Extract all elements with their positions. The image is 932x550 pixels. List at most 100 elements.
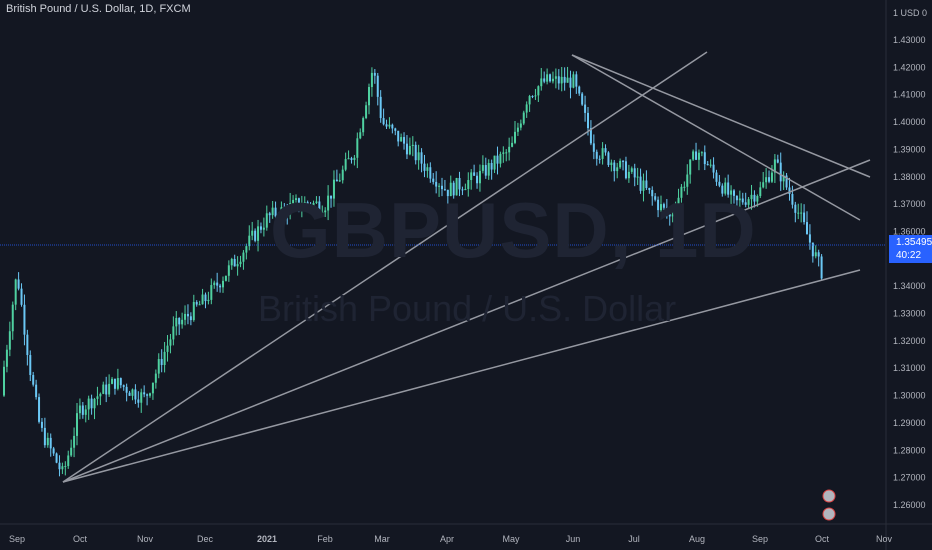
candle-body [163,351,166,366]
candle-body [461,189,464,191]
candle-body [295,198,297,200]
candle-body [388,124,391,127]
candle-body [359,132,362,139]
candle-body [575,74,578,87]
candle-body [350,158,353,161]
candle-body [490,163,493,170]
time-tick-label: Oct [815,534,830,544]
candle-body [733,190,735,196]
candle-body [151,382,154,394]
candle-body [17,279,20,289]
candle-body [330,195,333,199]
candle-body [111,378,114,384]
candle-body [216,282,219,286]
candle-body [14,279,17,305]
time-tick-label: Sep [9,534,25,544]
price-tick-label: 1.27000 [893,473,926,483]
time-tick-label: Feb [317,534,333,544]
candle-body [715,172,718,182]
trendline [571,54,861,221]
candle-body [756,195,759,202]
candle-body [797,212,800,214]
price-tick-label: 1.36000 [893,226,926,236]
candle-body [773,159,776,173]
candle-body [236,264,239,267]
candle-body [478,170,481,184]
candle-body [435,181,438,187]
candle-body [522,112,525,124]
candle-body [172,326,175,340]
candle-body [309,204,312,208]
candle-body [703,152,706,165]
candle-body [405,143,408,155]
candle-body [738,198,741,201]
candle-body [782,175,785,182]
candle-body [441,185,443,190]
time-tick-label: Jun [566,534,581,544]
candle-body [143,392,146,395]
trendline [62,159,871,483]
candle-body [90,398,93,409]
candle-body [718,181,721,186]
candle-body [315,201,318,203]
price-tick-label: 1.40000 [893,117,926,127]
candle-body [519,123,522,128]
candle-body [537,86,540,96]
candle-body [289,203,292,215]
candle-body [280,207,283,219]
candle-body [20,288,23,305]
candle-body [697,152,700,160]
chart-title[interactable]: British Pound / U.S. Dollar, 1D, FXCM [6,3,191,15]
candle-body [368,87,370,106]
candle-body [508,146,511,153]
candle-body [800,212,803,214]
candle-body [484,165,487,176]
candle-body [125,386,128,393]
candle-body [560,76,563,84]
candle-body [531,96,534,98]
price-tick-label: 1.33000 [893,309,926,319]
time-tick-label: Mar [374,534,390,544]
candle-body [391,124,394,129]
price-tick-label: 1.41000 [893,90,926,100]
candle-body [259,226,262,230]
candle-body [464,189,467,191]
candle-body [105,384,108,395]
candle-body [303,202,306,207]
candle-body [277,216,280,219]
watermark-description: British Pound / U.S. Dollar [258,288,677,329]
candle-body [411,144,414,146]
candle-body [753,194,756,202]
candle-body [11,304,14,332]
time-tick-label: Aug [689,534,705,544]
price-tick-label: 1.29000 [893,418,926,428]
candle-body [476,175,479,184]
price-tick-label: 1.28000 [893,445,926,455]
candle-body [619,160,622,168]
candle-body [438,185,441,187]
candle-body [657,199,660,211]
candle-body [791,194,794,205]
candle-body [38,397,41,422]
candle-body [551,78,554,82]
candle-body [636,176,639,178]
time-tick-label: Jul [628,534,640,544]
price-tick-label: 1.39000 [893,144,926,154]
currency-label: 1 USD 0 [893,8,927,18]
candle-body [385,124,388,127]
trendline [62,51,708,483]
candle-body [181,319,184,325]
candle-body [213,282,216,286]
candle-body [633,168,636,178]
candle-body [601,148,604,159]
candle-body [23,304,26,335]
candle-body [397,130,400,142]
candle-body [207,299,210,302]
candle-body [227,265,230,276]
candle-body [140,392,143,403]
candle-body [327,195,330,211]
candle-body [455,178,458,196]
candlestick-series [3,66,823,477]
candle-body [35,384,38,398]
